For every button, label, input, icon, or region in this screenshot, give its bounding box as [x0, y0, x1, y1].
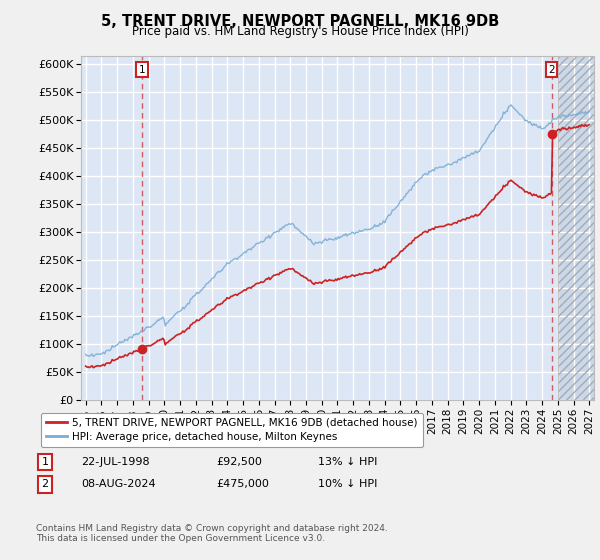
Bar — [558, 56, 594, 400]
Text: 13% ↓ HPI: 13% ↓ HPI — [318, 457, 377, 467]
Text: £475,000: £475,000 — [216, 479, 269, 489]
Legend: 5, TRENT DRIVE, NEWPORT PAGNELL, MK16 9DB (detached house), HPI: Average price, : 5, TRENT DRIVE, NEWPORT PAGNELL, MK16 9D… — [41, 413, 423, 447]
Text: £92,500: £92,500 — [216, 457, 262, 467]
Text: 08-AUG-2024: 08-AUG-2024 — [81, 479, 155, 489]
Text: 5, TRENT DRIVE, NEWPORT PAGNELL, MK16 9DB: 5, TRENT DRIVE, NEWPORT PAGNELL, MK16 9D… — [101, 14, 499, 29]
Text: 2: 2 — [548, 64, 555, 74]
Text: 1: 1 — [41, 457, 49, 467]
Text: Contains HM Land Registry data © Crown copyright and database right 2024.
This d: Contains HM Land Registry data © Crown c… — [36, 524, 388, 543]
Text: Price paid vs. HM Land Registry's House Price Index (HPI): Price paid vs. HM Land Registry's House … — [131, 25, 469, 38]
Text: 1: 1 — [139, 64, 145, 74]
Text: 10% ↓ HPI: 10% ↓ HPI — [318, 479, 377, 489]
Text: 2: 2 — [41, 479, 49, 489]
Text: 22-JUL-1998: 22-JUL-1998 — [81, 457, 149, 467]
Bar — [558, 56, 594, 400]
